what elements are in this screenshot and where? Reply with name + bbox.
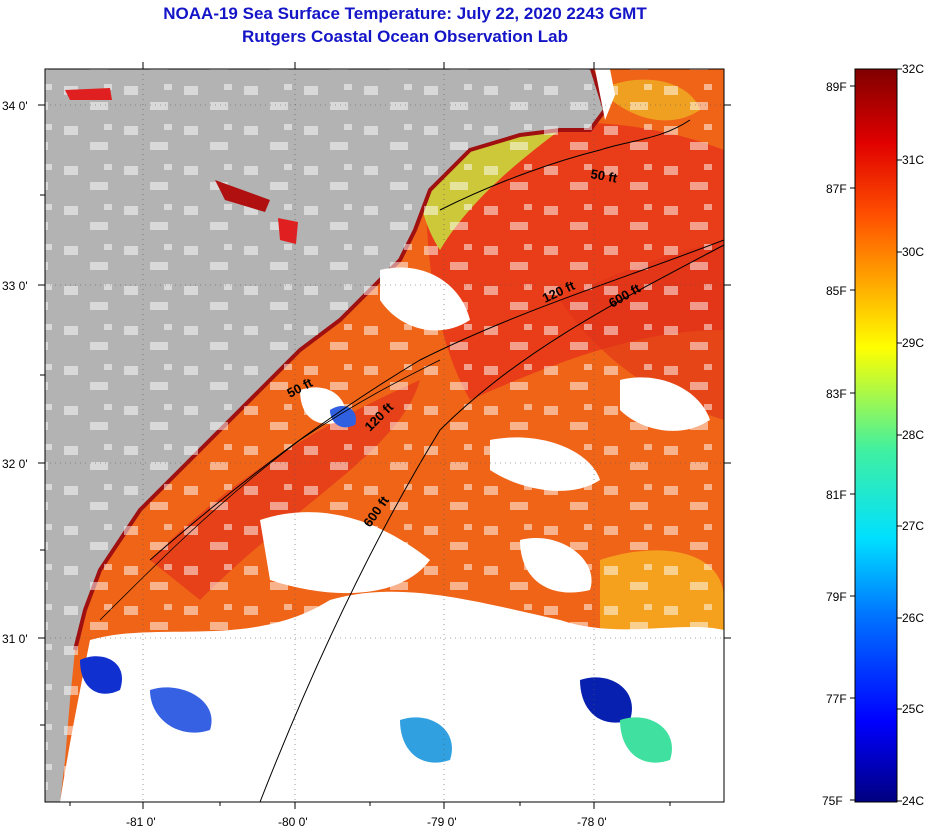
colorbar-celsius-label: 27C: [902, 519, 925, 533]
contour-label: 50 ft: [589, 166, 619, 186]
colorbar-celsius-label: 31C: [902, 153, 925, 167]
contour-600ft: [259, 244, 724, 802]
lon-label: -79 0': [427, 815, 457, 829]
colorbar-fahrenheit-label: 87F: [826, 182, 847, 196]
colorbar-fahrenheit-label: 75F: [822, 794, 843, 808]
colorbar-celsius-label: 26C: [902, 611, 925, 625]
colorbar-celsius-label: 29C: [902, 336, 925, 350]
colorbar-fahrenheit-label: 77F: [826, 692, 847, 706]
colorbar-celsius-label: 30C: [902, 245, 925, 259]
contour-120ft: [149, 239, 724, 561]
graticule: [45, 69, 724, 802]
colorbar-celsius-label: 25C: [902, 702, 925, 716]
colorbar-fahrenheit-label: 81F: [826, 488, 847, 502]
colorbar: [854, 68, 898, 803]
lat-label: 31 0': [2, 632, 28, 646]
map-border: [44, 68, 725, 803]
map-title: NOAA-19 Sea Surface Temperature: July 22…: [163, 4, 647, 23]
lon-label: -80 0': [278, 815, 308, 829]
colorbar-celsius-label: 32C: [902, 62, 925, 76]
map-area: [45, 69, 724, 802]
lat-label: 34 0': [2, 99, 28, 113]
map-subtitle: Rutgers Coastal Ocean Observation Lab: [242, 27, 568, 46]
lat-label: 32 0': [2, 457, 28, 471]
colorbar-celsius-label: 24C: [902, 794, 925, 808]
colorbar-fahrenheit-label: 79F: [826, 590, 847, 604]
lon-label: -81 0': [126, 815, 156, 829]
lat-label: 33 0': [2, 279, 28, 293]
colorbar-fahrenheit-label: 83F: [826, 387, 847, 401]
colorbar-fahrenheit-label: 89F: [826, 80, 847, 94]
colorbar-celsius-label: 28C: [902, 428, 925, 442]
lon-label: -78 0': [577, 815, 607, 829]
colorbar-fahrenheit-label: 85F: [826, 284, 847, 298]
